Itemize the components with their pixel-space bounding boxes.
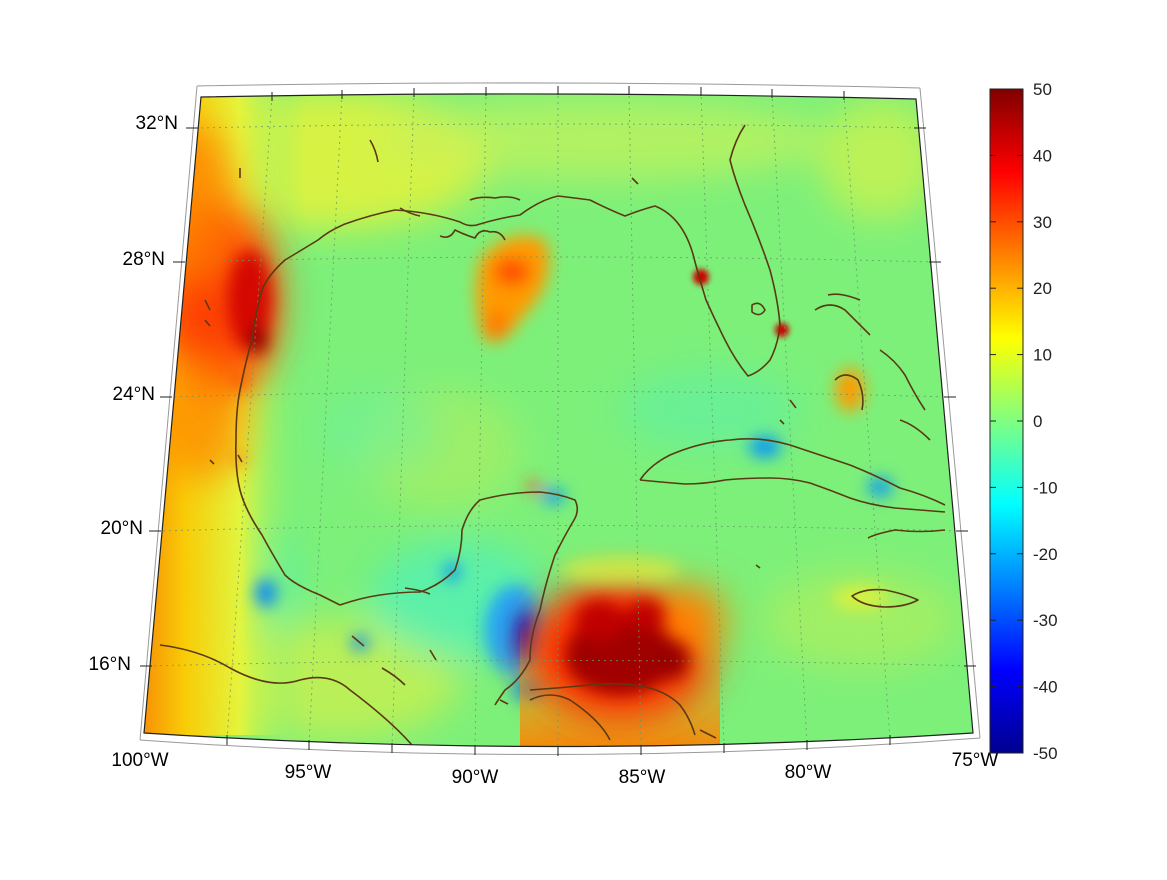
colorbar-tick-label: 50 xyxy=(1033,80,1052,99)
latitude-labels: 32°N 28°N 24°N 20°N 16°N xyxy=(89,113,178,675)
anomaly-west-texas-core xyxy=(228,250,272,354)
colorbar: 50 40 30 20 10 0 -10 -20 -30 -40 -50 xyxy=(989,80,1058,763)
graticule xyxy=(147,93,971,747)
colorbar-tick-label: -50 xyxy=(1033,744,1058,763)
lat-label-24n: 24°N xyxy=(113,384,155,405)
colorbar-tick-label: 40 xyxy=(1033,146,1052,165)
lon-label-80w: 80°W xyxy=(785,762,832,783)
frame-ticks xyxy=(140,86,976,756)
lon-label-75w: 75°W xyxy=(952,750,999,771)
colorbar-labels: 50 40 30 20 10 0 -10 -20 -30 -40 -50 xyxy=(1033,80,1058,763)
coastline-jamaica xyxy=(851,588,919,608)
colorbar-ticks xyxy=(990,88,1023,754)
coastline-yucatan xyxy=(339,491,579,706)
colorbar-tick-label: 30 xyxy=(1033,213,1052,232)
coastline-hispaniola xyxy=(867,529,946,539)
lat-label-16n: 16°N xyxy=(89,654,131,675)
anomaly-tampa-bay xyxy=(693,269,789,337)
lon-label-90w: 90°W xyxy=(452,767,499,788)
coastline-bahamas xyxy=(814,293,931,441)
coastlines xyxy=(159,124,946,746)
anomaly-north-central-gulf xyxy=(476,235,550,343)
lat-label-32n: 32°N xyxy=(136,113,178,134)
colorbar-tick-label: -10 xyxy=(1033,478,1058,497)
longitude-labels: 100°W 95°W 90°W 85°W 80°W 75°W xyxy=(111,750,998,788)
lon-label-100w: 100°W xyxy=(111,750,168,771)
coastline-gulf-mainland xyxy=(159,124,781,746)
colorbar-tick-label: 0 xyxy=(1033,412,1042,431)
map-frame xyxy=(139,82,981,755)
lat-label-28n: 28°N xyxy=(123,249,165,270)
coastline-cuba xyxy=(639,438,946,513)
lat-label-20n: 20°N xyxy=(101,518,143,539)
lon-label-85w: 85°W xyxy=(619,767,666,788)
colorbar-tick-label: -20 xyxy=(1033,545,1058,564)
coastline-central-america xyxy=(529,682,696,736)
colorbar-tick-label: 10 xyxy=(1033,346,1052,365)
lon-label-95w: 95°W xyxy=(285,762,332,783)
anomaly-yucatan-channel-core xyxy=(565,599,690,695)
colorbar-tick-label: -30 xyxy=(1033,611,1058,630)
field-broad-patterns xyxy=(170,93,960,740)
anomaly-bahamas xyxy=(836,368,864,412)
data-field xyxy=(144,93,973,747)
colorbar-tick-label: -40 xyxy=(1033,678,1058,697)
colorbar-tick-label: 20 xyxy=(1033,279,1052,298)
